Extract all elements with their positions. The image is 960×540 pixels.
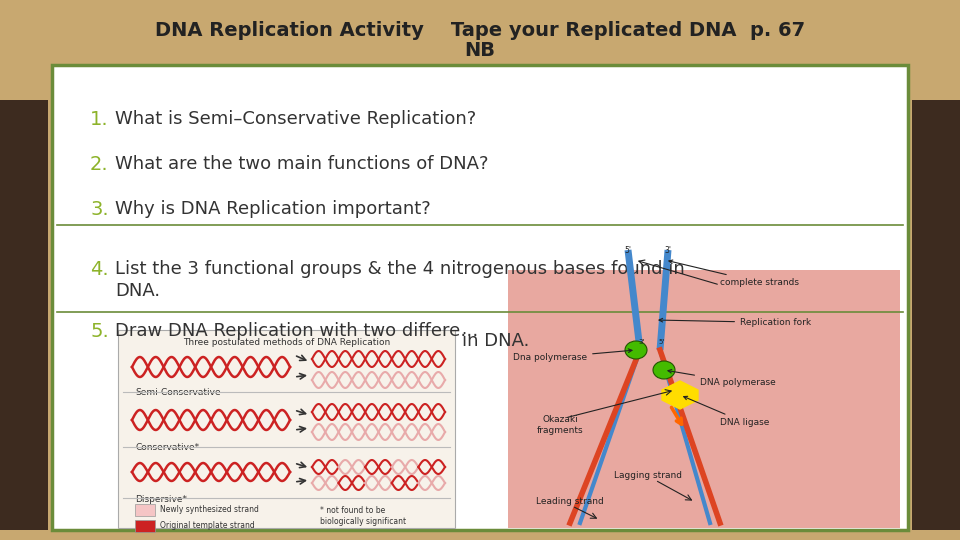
Bar (118, 330, 455, 528)
Bar (912, 100, 960, 530)
Text: Okazaki
fragments: Okazaki fragments (537, 415, 584, 435)
Text: DNA ligase: DNA ligase (684, 396, 769, 427)
Text: 3.: 3. (90, 200, 108, 219)
Text: * not found to be
biologically significant: * not found to be biologically significa… (320, 507, 406, 526)
Text: Dispersive*: Dispersive* (135, 495, 187, 504)
Text: 5.: 5. (90, 322, 108, 341)
Text: Dna polymerase: Dna polymerase (513, 349, 632, 362)
Text: Why is DNA Replication important?: Why is DNA Replication important? (115, 200, 431, 218)
Text: NB: NB (465, 40, 495, 59)
Text: 2.: 2. (90, 155, 108, 174)
Text: Newly synthesized strand: Newly synthesized strand (160, 505, 259, 515)
Text: DNA polymerase: DNA polymerase (668, 369, 776, 387)
Text: Three postulated methods of DNA Replication: Three postulated methods of DNA Replicat… (182, 338, 390, 347)
Bar (52, 65, 908, 530)
Text: Draw DNA Replication with two differe…: Draw DNA Replication with two differe… (115, 322, 478, 340)
Text: Leading strand: Leading strand (536, 497, 604, 507)
Text: complete strands: complete strands (669, 260, 799, 287)
Bar (135, 504, 155, 516)
Text: 5': 5' (625, 246, 632, 255)
Text: DNA Replication Activity    Tape your Replicated DNA  p. 67: DNA Replication Activity Tape your Repli… (155, 21, 805, 39)
Bar (508, 270, 900, 528)
Text: 1.: 1. (90, 110, 108, 129)
Text: 3': 3' (664, 246, 671, 255)
Text: 5': 5' (658, 339, 664, 345)
Text: Semi-Conservative: Semi-Conservative (135, 388, 221, 397)
Text: List the 3 functional groups & the 4 nitrogenous bases found in
DNA.: List the 3 functional groups & the 4 nit… (115, 260, 684, 300)
Text: 3': 3' (638, 339, 645, 345)
Text: Original template strand: Original template strand (160, 522, 254, 530)
Ellipse shape (625, 341, 647, 359)
Ellipse shape (653, 361, 675, 379)
Text: Replication fork: Replication fork (659, 318, 811, 327)
Text: Conservative*: Conservative* (135, 443, 199, 452)
Text: Lagging strand: Lagging strand (614, 470, 682, 480)
Text: in DNA.: in DNA. (462, 332, 529, 350)
Polygon shape (662, 381, 698, 409)
Text: 4.: 4. (90, 260, 108, 279)
Text: What is Semi–Conservative Replication?: What is Semi–Conservative Replication? (115, 110, 476, 128)
Bar (135, 520, 155, 532)
Bar (0, 100, 48, 530)
Text: What are the two main functions of DNA?: What are the two main functions of DNA? (115, 155, 489, 173)
